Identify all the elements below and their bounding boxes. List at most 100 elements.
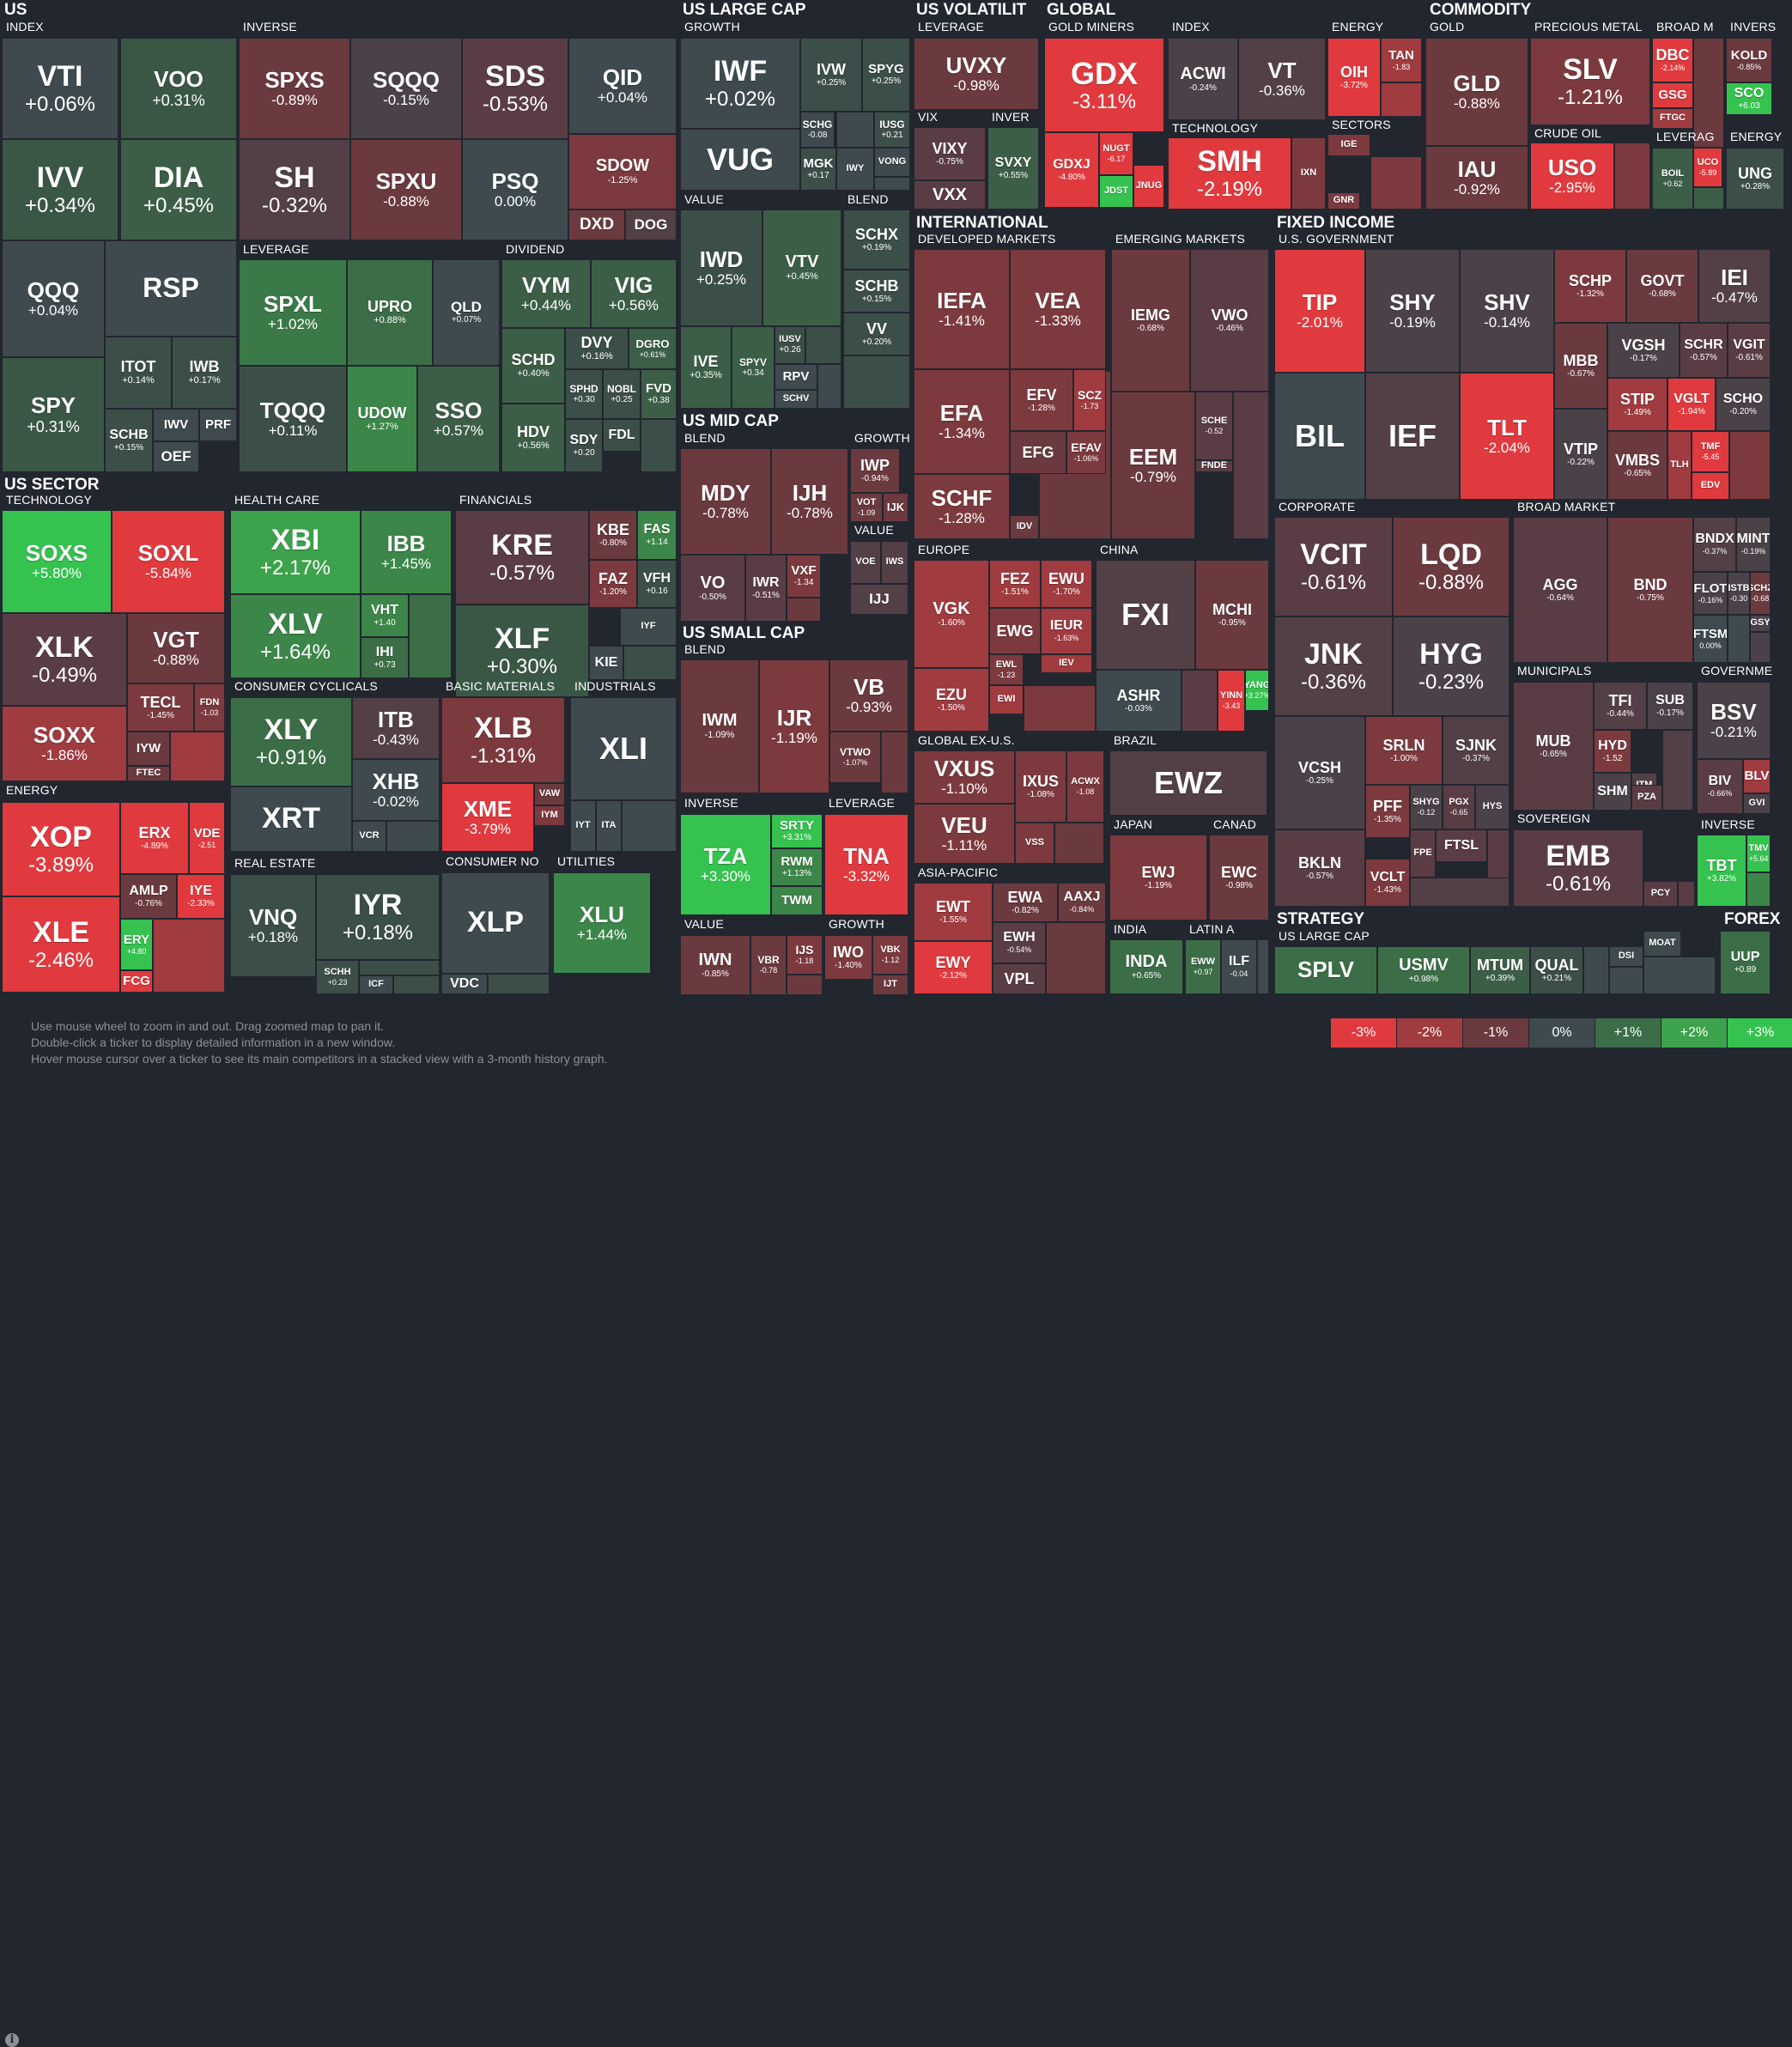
small-ticker-block[interactable] (836, 112, 874, 148)
ticker-tile-kie[interactable]: KIE (589, 646, 623, 680)
small-ticker-block[interactable] (153, 919, 225, 993)
ticker-tile-iyt[interactable]: IYT (570, 800, 596, 852)
ticker-tile-jnug[interactable]: JNUG (1133, 165, 1164, 208)
ticker-tile-ixn[interactable]: IXN (1291, 137, 1326, 210)
ticker-tile-vtip[interactable]: VTIP -0.22% (1554, 409, 1607, 500)
ticker-tile-upro[interactable]: UPRO +0.88% (347, 259, 433, 366)
ticker-tile-gdx[interactable]: GDX -3.11% (1044, 38, 1164, 132)
ticker-tile-fnde[interactable]: FNDE (1195, 460, 1233, 472)
ticker-tile-xle[interactable]: XLE -2.46% (2, 896, 120, 993)
ticker-tile-schx[interactable]: SCHX +0.19% (843, 210, 910, 270)
ticker-tile-iye[interactable]: IYE -2.33% (177, 874, 225, 919)
ticker-tile-dvy[interactable]: DVY +0.16% (565, 328, 629, 369)
ticker-tile-ewt[interactable]: EWT -1.55% (914, 883, 993, 941)
ticker-tile-smh[interactable]: SMH -2.19% (1168, 137, 1291, 210)
small-ticker-block[interactable] (1410, 878, 1510, 907)
small-ticker-block[interactable] (1729, 431, 1771, 500)
ticker-tile-vong[interactable]: VONG (874, 148, 910, 177)
ticker-tile-ita[interactable]: ITA (596, 800, 622, 852)
ticker-tile-schp[interactable]: SCHP -1.32% (1554, 249, 1626, 323)
ticker-tile-prf[interactable]: PRF (199, 409, 237, 441)
small-ticker-block[interactable] (1381, 82, 1422, 117)
ticker-tile-vcsh[interactable]: VCSH -0.25% (1274, 716, 1365, 829)
ticker-tile-pff[interactable]: PFF -1.35% (1365, 785, 1410, 838)
ticker-tile-tqqq[interactable]: TQQQ +0.11% (239, 366, 347, 472)
ticker-tile-ijh[interactable]: IJH -0.78% (771, 448, 848, 555)
ticker-tile-ftec[interactable]: FTEC (127, 766, 170, 781)
ticker-tile-qld[interactable]: QLD +0.07% (433, 259, 500, 366)
ticker-tile-veu[interactable]: VEU -1.11% (914, 804, 1015, 864)
small-ticker-block[interactable] (623, 646, 677, 680)
ticker-tile-moat[interactable]: MOAT (1643, 931, 1681, 957)
ticker-tile-vdc[interactable]: VDC (441, 974, 488, 994)
small-ticker-block[interactable] (1750, 632, 1771, 663)
ticker-tile-voe[interactable]: VOE (850, 541, 881, 584)
ticker-tile-gvi[interactable]: GVI (1743, 793, 1771, 814)
ticker-tile-vym[interactable]: VYM +0.44% (501, 259, 591, 328)
ticker-tile-iwp[interactable]: IWP -0.94% (850, 448, 900, 493)
ticker-tile-ihi[interactable]: IHI +0.73 (361, 637, 409, 678)
ticker-tile-kold[interactable]: KOLD -0.85% (1726, 38, 1772, 82)
ticker-tile-schg[interactable]: SCHG -0.08 (800, 112, 835, 148)
ticker-tile-ijs[interactable]: IJS -1.18 (787, 935, 823, 975)
ticker-tile-xlk[interactable]: XLK -0.49% (2, 613, 127, 706)
small-ticker-block[interactable] (1609, 967, 1643, 994)
ticker-tile-tfi[interactable]: TFI -0.44% (1594, 682, 1647, 730)
ticker-tile-svxy[interactable]: SVXY +0.55% (987, 127, 1039, 210)
ticker-tile-iwd[interactable]: IWD +0.25% (680, 210, 762, 326)
ticker-tile-fdl[interactable]: FDL (603, 419, 641, 452)
ticker-tile-eww[interactable]: EWW +0.97 (1185, 939, 1221, 994)
ticker-tile-vug[interactable]: VUG (680, 129, 800, 191)
ticker-tile-iwo[interactable]: IWO -1.40% (824, 935, 872, 980)
ticker-tile-ashr[interactable]: ASHR -0.03% (1096, 670, 1182, 732)
small-ticker-block[interactable] (1182, 670, 1218, 732)
ticker-tile-ivw[interactable]: IVW +0.25% (800, 38, 862, 112)
ticker-tile-vtv[interactable]: VTV +0.45% (762, 210, 841, 326)
ticker-tile-scho[interactable]: SCHO -0.20% (1716, 378, 1771, 431)
ticker-tile-vixy[interactable]: VIXY -0.75% (914, 127, 986, 180)
ticker-tile-vig[interactable]: VIG +0.56% (591, 259, 677, 328)
ticker-tile-shy[interactable]: SHY -0.19% (1365, 249, 1460, 373)
ticker-tile-splv[interactable]: SPLV (1274, 946, 1377, 994)
ticker-tile-govt[interactable]: GOVT -0.68% (1626, 249, 1698, 323)
ticker-tile-iau[interactable]: IAU -0.92% (1425, 146, 1528, 210)
ticker-tile-ewh[interactable]: EWH -0.54% (993, 922, 1046, 963)
ticker-tile-schz[interactable]: SCHZ-0.68 (1750, 572, 1771, 615)
ticker-tile-vss[interactable]: VSS (1015, 823, 1054, 864)
ticker-tile-vnq[interactable]: VNQ +0.18% (230, 874, 316, 977)
ticker-tile-fas[interactable]: FAS +1.14 (637, 510, 677, 560)
ticker-tile-ief[interactable]: IEF (1365, 373, 1460, 500)
ticker-tile-sdy[interactable]: SDY +0.20 (565, 419, 603, 472)
ticker-tile-xlf[interactable]: XLF +0.30% (455, 604, 589, 697)
ticker-tile-xbi[interactable]: XBI +2.17% (230, 510, 361, 594)
ticker-tile-gsy[interactable]: GSY (1750, 615, 1771, 632)
small-ticker-block[interactable] (787, 975, 823, 995)
ticker-tile-itot[interactable]: ITOT +0.14% (105, 337, 172, 409)
ticker-tile-itb[interactable]: ITB -0.43% (352, 697, 440, 759)
ticker-tile-eem[interactable]: EEM -0.79% (1111, 392, 1195, 539)
ticker-tile-xlu[interactable]: XLU +1.44% (553, 872, 651, 974)
ticker-tile-amlp[interactable]: AMLP -0.76% (120, 874, 177, 919)
ticker-tile-mchi[interactable]: MCHI -0.95% (1195, 560, 1269, 670)
ticker-tile-slv[interactable]: SLV -1.21% (1530, 38, 1650, 125)
ticker-tile-bnd[interactable]: BND -0.75% (1607, 517, 1693, 663)
small-ticker-block[interactable] (359, 960, 440, 975)
ticker-tile-dgro[interactable]: DGRO +0.61% (629, 328, 677, 369)
ticker-tile-iwn[interactable]: IWN -0.85% (680, 935, 750, 995)
ticker-tile-ftgc[interactable]: FTGC (1652, 108, 1693, 129)
ticker-tile-xlp[interactable]: XLP (441, 872, 550, 974)
ticker-tile-ijr[interactable]: IJR -1.19% (759, 659, 829, 793)
ticker-tile-tmv[interactable]: TMV +5.64 (1746, 835, 1771, 872)
ticker-tile-bkln[interactable]: BKLN -0.57% (1274, 829, 1365, 907)
ticker-tile-vgk[interactable]: VGK -1.60% (914, 560, 989, 668)
ticker-tile-iyw[interactable]: IYW (127, 732, 170, 766)
ticker-tile-iei[interactable]: IEI -0.47% (1698, 249, 1771, 323)
ticker-tile-soxs[interactable]: SOXS +5.80% (2, 510, 112, 613)
ticker-tile-ewc[interactable]: EWC -0.98% (1209, 835, 1269, 920)
ticker-tile-dog[interactable]: DOG (625, 210, 677, 240)
ticker-tile-efv[interactable]: EFV -1.28% (1010, 369, 1073, 431)
ticker-tile-qual[interactable]: QUAL +0.21% (1530, 946, 1583, 994)
ticker-tile-oef[interactable]: OEF (153, 441, 199, 472)
ticker-tile-erx[interactable]: ERX -4.89% (120, 802, 189, 874)
ticker-tile-xlb[interactable]: XLB -1.31% (441, 697, 565, 783)
